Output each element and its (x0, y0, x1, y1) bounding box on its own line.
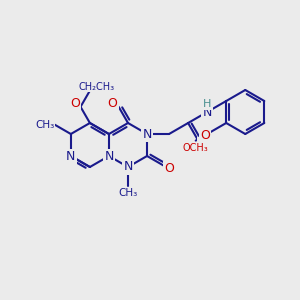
Text: O: O (164, 162, 174, 175)
Text: O: O (108, 97, 118, 110)
Text: CH₃: CH₃ (35, 120, 54, 130)
Text: N: N (202, 106, 212, 118)
Text: CH₂CH₃: CH₂CH₃ (79, 82, 115, 92)
Text: O: O (197, 138, 207, 151)
Text: H: H (203, 99, 211, 109)
Text: N: N (142, 128, 152, 140)
Text: O: O (200, 129, 210, 142)
Text: N: N (123, 160, 133, 173)
Text: OCH₃: OCH₃ (183, 142, 208, 153)
Text: N: N (66, 149, 76, 163)
Text: N: N (104, 149, 114, 163)
Text: O: O (70, 97, 80, 110)
Text: CH₃: CH₃ (118, 188, 138, 198)
